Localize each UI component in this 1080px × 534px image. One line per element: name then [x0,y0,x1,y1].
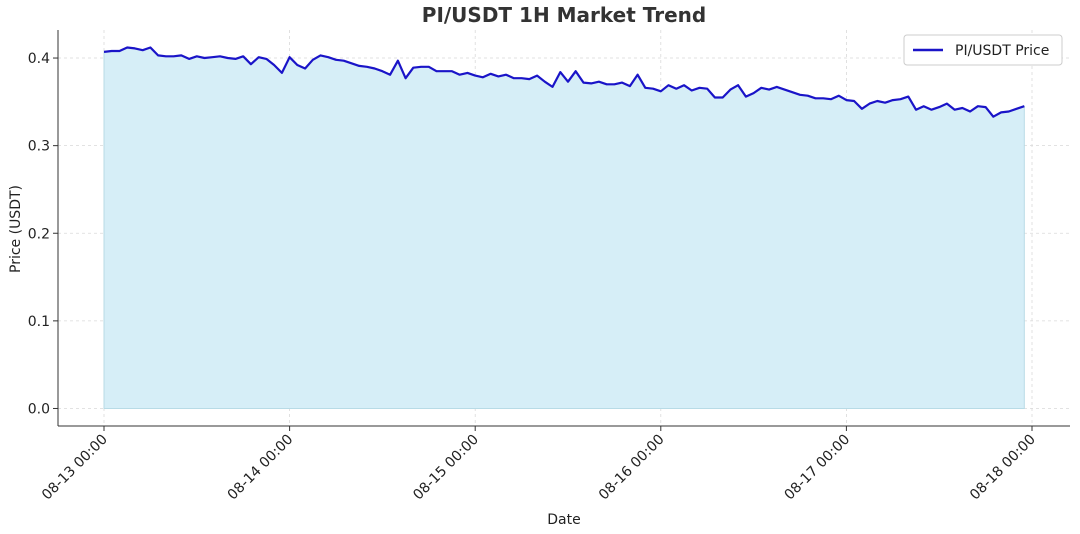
legend: PI/USDT Price [903,34,1063,66]
x-tick-label: 08-13 00:00 [39,432,111,504]
chart-title: PI/USDT 1H Market Trend [422,3,706,27]
legend-label: PI/USDT Price [955,43,1049,59]
legend-box [903,34,1063,66]
y-tick-label: 0.3 [28,139,50,155]
axes [57,30,1070,427]
x-tick-label: 08-15 00:00 [410,432,482,504]
x-tick-label: 08-16 00:00 [596,432,668,504]
x-axis-label: Date [547,512,580,528]
y-tick-label: 0.2 [28,226,50,242]
y-axis-label: Price (USDT) [8,185,24,273]
y-tick-label: 0.1 [28,314,50,330]
x-ticks: 08-13 00:00 08-14 00:00 08-15 00:00 08-16 0… [39,426,1039,503]
y-tick-label: 0.0 [28,401,50,417]
x-tick-label: 08-18 00:00 [967,432,1039,504]
y-ticks: 0.0 0.1 0.2 0.3 0.4 [28,51,58,417]
price-series-line [103,46,1025,118]
y-tick-label: 0.4 [28,51,50,67]
price-line [103,46,1025,118]
x-tick-label: 08-17 00:00 [781,432,853,504]
x-tick-label: 08-14 00:00 [225,432,297,504]
